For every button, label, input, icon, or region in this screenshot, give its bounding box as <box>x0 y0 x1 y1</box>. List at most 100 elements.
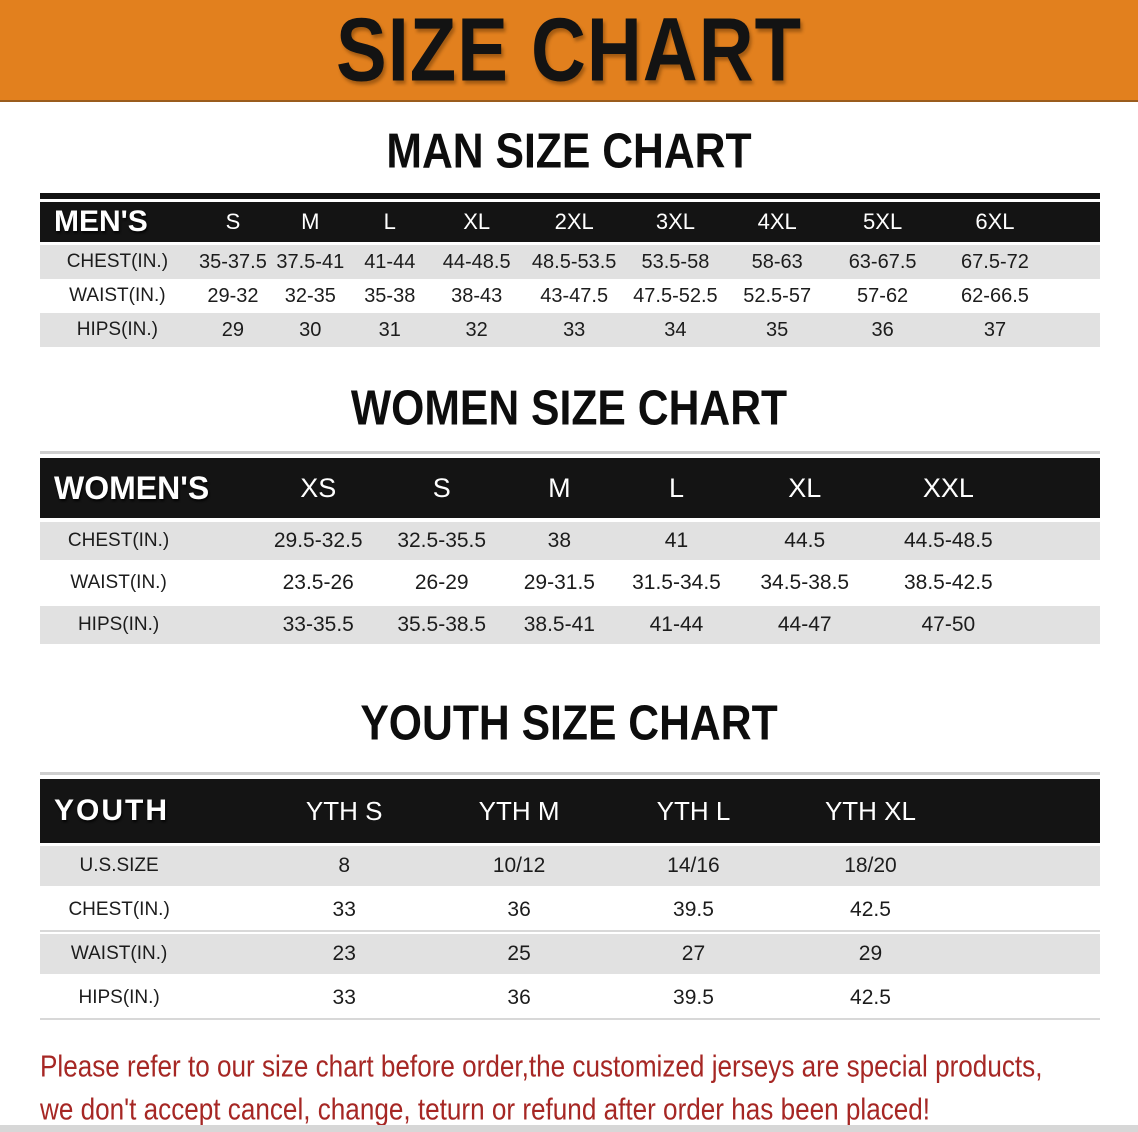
value-cell: 36 <box>507 898 531 921</box>
column-header-cell: M <box>548 472 571 503</box>
value-cell: 38.5-42.5 <box>903 571 993 594</box>
value-cell: 52.5-57 <box>743 284 812 307</box>
value-cell: 41-44 <box>649 613 704 636</box>
column-header-cell: YTH XL <box>824 795 916 826</box>
youth-chest-row: CHEST(IN.) 33 36 39.5 42.5 <box>40 890 1100 932</box>
value-cell: 36 <box>871 318 894 341</box>
value-cell: 32 <box>465 318 488 341</box>
value-cell: 33-35.5 <box>282 613 354 636</box>
column-header-cell: S <box>225 209 241 234</box>
value-cell: 47.5-52.5 <box>633 284 718 307</box>
column-header-cell: L <box>668 472 684 503</box>
youth-table-top-rule <box>40 772 1100 775</box>
row-label-cell: CHEST(IN.) <box>67 530 170 551</box>
value-cell: 25 <box>507 942 531 965</box>
value-cell: 41 <box>664 529 689 552</box>
value-cell: 58-63 <box>751 250 803 273</box>
value-cell: 35.5-38.5 <box>397 613 487 636</box>
value-cell: 41-44 <box>364 250 416 273</box>
value-cell: 44.5 <box>784 529 826 552</box>
value-cell: 29 <box>858 942 883 965</box>
column-header-cell: S <box>432 472 451 503</box>
column-header-cell: M <box>301 209 320 234</box>
value-cell: 47-50 <box>921 613 976 636</box>
value-cell: 27 <box>681 942 706 965</box>
value-cell: 31.5-34.5 <box>632 571 721 594</box>
value-cell: 38.5-41 <box>523 613 595 636</box>
value-cell: 8 <box>338 854 351 877</box>
row-label-cell: U.S.SIZE <box>79 855 159 876</box>
youth-table-title: YOUTH <box>54 794 169 827</box>
bottom-edge-strip <box>0 1125 1138 1132</box>
value-cell: 43-47.5 <box>540 284 609 307</box>
women-size-table: WOMEN'S XS S M L XL XXL CHEST(IN.) 29.5-… <box>40 451 1100 644</box>
column-header-cell: 3XL <box>655 209 695 234</box>
youth-ussize-row: U.S.SIZE 8 10/12 14/16 18/20 <box>40 846 1100 886</box>
value-cell: 31 <box>378 318 401 341</box>
row-label-cell: CHEST(IN.) <box>68 899 170 920</box>
value-cell: 39.5 <box>673 898 714 921</box>
men-section-heading: MAN SIZE CHART <box>386 123 752 179</box>
youth-table-header-row: YOUTH YTH S YTH M YTH L YTH XL <box>40 779 1100 843</box>
column-header-cell: 2XL <box>554 209 594 234</box>
youth-waist-row: WAIST(IN.) 23 25 27 29 <box>40 934 1100 974</box>
value-cell: 29 <box>221 318 245 341</box>
column-header-cell: YTH L <box>656 795 731 826</box>
value-cell: 33 <box>563 318 586 341</box>
women-table-top-rule <box>40 451 1100 454</box>
value-cell: 29.5-32.5 <box>273 529 363 552</box>
value-cell: 38 <box>547 529 572 552</box>
row-label-cell: WAIST(IN.) <box>70 572 167 593</box>
row-label-cell: HIPS(IN.) <box>77 614 160 635</box>
value-cell: 34 <box>664 318 687 341</box>
value-cell: 62-66.5 <box>961 284 1029 307</box>
disclaimer-line-2: we don't accept cancel, change, teturn o… <box>40 1093 931 1127</box>
disclaimer-text: Please refer to our size chart before or… <box>40 1046 1042 1132</box>
row-label-cell: WAIST(IN.) <box>70 943 168 964</box>
banner-title: SIZE CHART <box>336 0 802 101</box>
value-cell: 39.5 <box>673 986 714 1009</box>
value-cell: 33 <box>332 986 356 1009</box>
disclaimer-line-1: Please refer to our size chart before or… <box>40 1050 1043 1084</box>
row-label-cell: CHEST(IN.) <box>66 251 169 272</box>
value-cell: 32.5-35.5 <box>397 529 487 552</box>
women-table-title: WOMEN'S <box>54 469 210 506</box>
value-cell: 14/16 <box>667 854 720 877</box>
column-header-cell: YTH S <box>305 795 383 826</box>
value-cell: 63-67.5 <box>848 250 917 273</box>
value-cell: 48.5-53.5 <box>531 250 617 273</box>
value-cell: 29-32 <box>207 284 259 307</box>
value-cell: 53.5-58 <box>641 250 710 273</box>
youth-section-heading: YOUTH SIZE CHART <box>360 696 778 751</box>
women-section-heading: WOMEN SIZE CHART <box>350 381 788 436</box>
column-header-cell: XL <box>463 209 491 234</box>
value-cell: 32-35 <box>284 284 336 307</box>
men-table-top-rule <box>40 193 1100 199</box>
value-cell: 44-48.5 <box>442 250 511 273</box>
column-header-cell: XL <box>788 472 822 503</box>
row-label-cell: WAIST(IN.) <box>69 285 166 306</box>
value-cell: 35-37.5 <box>198 250 267 273</box>
value-cell: 33 <box>332 898 356 921</box>
value-cell: 35-38 <box>364 284 416 307</box>
men-size-table: MEN'S S M L XL 2XL 3XL 4XL 5XL 6XL CHEST… <box>40 193 1100 347</box>
women-chest-row: CHEST(IN.) 29.5-32.5 32.5-35.5 38 41 44.… <box>40 522 1100 560</box>
men-chest-row: CHEST(IN.) 35-37.5 37.5-41 41-44 44-48.5… <box>40 245 1100 279</box>
column-header-cell: YTH M <box>478 795 560 826</box>
value-cell: 10/12 <box>492 854 546 877</box>
value-cell: 23.5-26 <box>282 571 354 594</box>
value-cell: 37 <box>983 318 1007 341</box>
value-cell: 34.5-38.5 <box>760 571 850 594</box>
value-cell: 18/20 <box>844 854 897 877</box>
column-header-cell: XXL <box>922 472 974 503</box>
women-waist-row: WAIST(IN.) 23.5-26 26-29 29-31.5 31.5-34… <box>40 564 1100 602</box>
value-cell: 35 <box>766 318 789 341</box>
column-header-cell: XS <box>300 472 337 503</box>
men-waist-row: WAIST(IN.) 29-32 32-35 35-38 38-43 43-47… <box>40 279 1100 313</box>
men-table-header-row: MEN'S S M L XL 2XL 3XL 4XL 5XL 6XL <box>40 202 1100 242</box>
youth-hips-row: HIPS(IN.) 33 36 39.5 42.5 <box>40 978 1100 1020</box>
value-cell: 30 <box>299 318 322 341</box>
banner: SIZE CHART <box>0 0 1138 102</box>
value-cell: 23 <box>332 942 356 965</box>
youth-size-table: YOUTH YTH S YTH M YTH L YTH XL U.S.SIZE … <box>40 772 1100 1020</box>
